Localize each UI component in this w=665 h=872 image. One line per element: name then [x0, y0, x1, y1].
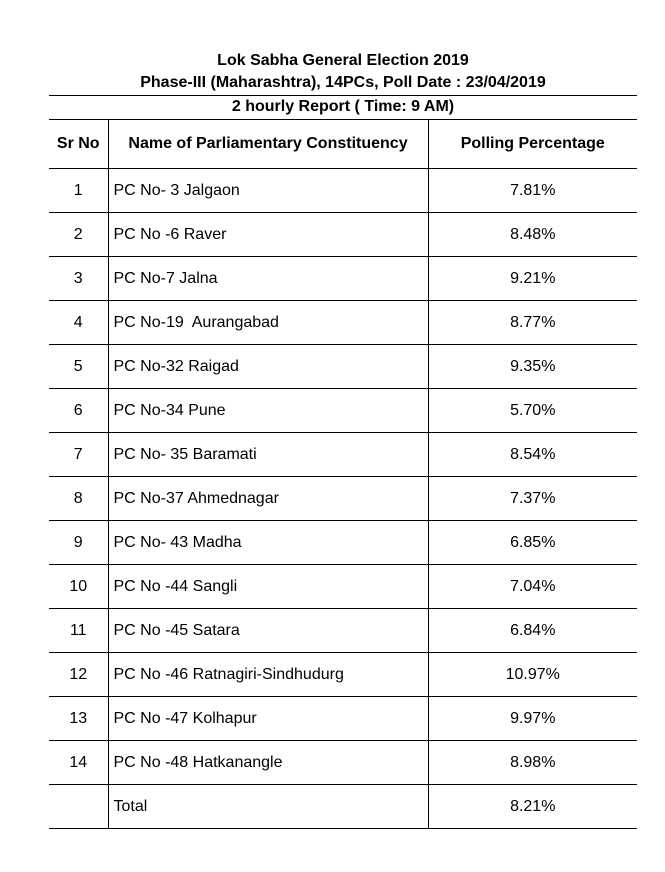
table-row: 10 PC No -44 Sangli 7.04%: [49, 564, 637, 609]
polling-percentage-cell: 9.21%: [428, 256, 637, 301]
table-row: 14 PC No -48 Hatkanangle 8.98%: [49, 740, 637, 785]
sr-no-cell: 9: [49, 520, 109, 565]
sr-no-cell: 3: [49, 256, 109, 301]
sr-no-cell: 1: [49, 168, 109, 213]
report-subtitle: Phase-III (Maharashtra), 14PCs, Poll Dat…: [49, 72, 637, 96]
table-row: 4 PC No-19 Aurangabad 8.77%: [49, 300, 637, 345]
polling-percentage-cell: 7.04%: [428, 564, 637, 609]
table-row: 11 PC No -45 Satara 6.84%: [49, 608, 637, 653]
polling-percentage-cell: 8.48%: [428, 212, 637, 257]
table-row: 6 PC No-34 Pune 5.70%: [49, 388, 637, 433]
total-row: Total 8.21%: [49, 784, 637, 829]
total-polling-percentage: 8.21%: [428, 784, 637, 829]
table-row: 1 PC No- 3 Jalgaon 7.81%: [49, 168, 637, 213]
sr-no-cell: 10: [49, 564, 109, 609]
sr-no-cell: 6: [49, 388, 109, 433]
constituency-cell: PC No- 35 Baramati: [108, 432, 429, 477]
table-row: 3 PC No-7 Jalna 9.21%: [49, 256, 637, 301]
table-row: 2 PC No -6 Raver 8.48%: [49, 212, 637, 257]
sr-no-cell: 2: [49, 212, 109, 257]
constituency-cell: PC No -44 Sangli: [108, 564, 429, 609]
polling-table: Sr No Name of Parliamentary Constituency…: [49, 120, 637, 829]
constituency-cell: PC No-7 Jalna: [108, 256, 429, 301]
sr-no-cell: 7: [49, 432, 109, 477]
polling-percentage-cell: 7.81%: [428, 168, 637, 213]
sr-no-cell: 11: [49, 608, 109, 653]
constituency-cell: PC No-34 Pune: [108, 388, 429, 433]
constituency-cell: PC No- 43 Madha: [108, 520, 429, 565]
table-row: 9 PC No- 43 Madha 6.85%: [49, 520, 637, 565]
sr-no-cell: 8: [49, 476, 109, 521]
column-header-constituency: Name of Parliamentary Constituency: [108, 120, 429, 169]
sr-no-cell: 5: [49, 344, 109, 389]
total-label: Total: [108, 784, 429, 829]
total-sr-cell: [49, 784, 109, 829]
constituency-cell: PC No- 3 Jalgaon: [108, 168, 429, 213]
constituency-cell: PC No-19 Aurangabad: [108, 300, 429, 345]
polling-percentage-cell: 9.97%: [428, 696, 637, 741]
polling-percentage-cell: 6.84%: [428, 608, 637, 653]
polling-percentage-cell: 10.97%: [428, 652, 637, 697]
polling-percentage-cell: 8.98%: [428, 740, 637, 785]
sr-no-cell: 13: [49, 696, 109, 741]
constituency-cell: PC No-37 Ahmednagar: [108, 476, 429, 521]
table-row: 13 PC No -47 Kolhapur 9.97%: [49, 696, 637, 741]
sr-no-cell: 12: [49, 652, 109, 697]
polling-percentage-cell: 8.77%: [428, 300, 637, 345]
table-row: 5 PC No-32 Raigad 9.35%: [49, 344, 637, 389]
column-header-sr-no: Sr No: [49, 120, 109, 169]
polling-percentage-cell: 6.85%: [428, 520, 637, 565]
constituency-cell: PC No -48 Hatkanangle: [108, 740, 429, 785]
constituency-cell: PC No-32 Raigad: [108, 344, 429, 389]
polling-percentage-cell: 8.54%: [428, 432, 637, 477]
sr-no-cell: 14: [49, 740, 109, 785]
constituency-cell: PC No -47 Kolhapur: [108, 696, 429, 741]
table-row: 8 PC No-37 Ahmednagar 7.37%: [49, 476, 637, 521]
table-row: 7 PC No- 35 Baramati 8.54%: [49, 432, 637, 477]
election-report: Lok Sabha General Election 2019 Phase-II…: [49, 50, 637, 829]
report-title: Lok Sabha General Election 2019: [217, 52, 469, 69]
polling-percentage-cell: 5.70%: [428, 388, 637, 433]
polling-percentage-cell: 7.37%: [428, 476, 637, 521]
constituency-cell: PC No -46 Ratnagiri-Sindhudurg: [108, 652, 429, 697]
constituency-cell: PC No -45 Satara: [108, 608, 429, 653]
constituency-cell: PC No -6 Raver: [108, 212, 429, 257]
report-time: 2 hourly Report ( Time: 9 AM): [49, 96, 637, 120]
polling-percentage-cell: 9.35%: [428, 344, 637, 389]
column-header-polling-percentage: Polling Percentage: [428, 120, 637, 169]
table-row: 12 PC No -46 Ratnagiri-Sindhudurg 10.97%: [49, 652, 637, 697]
sr-no-cell: 4: [49, 300, 109, 345]
table-header-row: Sr No Name of Parliamentary Constituency…: [49, 120, 637, 169]
